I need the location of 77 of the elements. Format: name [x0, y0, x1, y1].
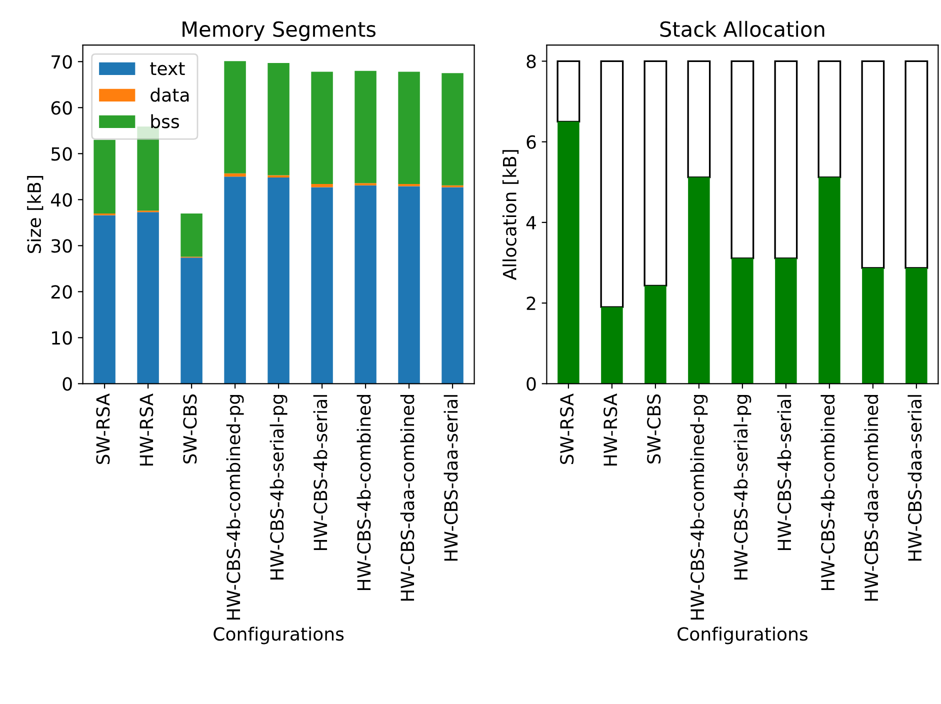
bar	[906, 268, 928, 384]
x-tick-label: HW-CBS-4b-serial	[313, 395, 328, 550]
bar	[354, 185, 376, 384]
x-tick-label: HW-CBS-4b-combined	[356, 395, 371, 590]
bar	[862, 268, 884, 384]
bar	[644, 60, 668, 287]
bar	[224, 61, 246, 174]
y-tick-label: 70	[52, 55, 72, 69]
bar	[556, 60, 580, 122]
x-tick-label: SW-RSA	[96, 394, 110, 464]
chart-title: Memory Segments	[182, 21, 376, 42]
bar	[601, 307, 623, 384]
bar	[94, 140, 116, 214]
bar	[442, 187, 464, 384]
bar	[94, 215, 116, 384]
bar	[818, 177, 840, 384]
x-tick-label: HW-CBS-4b-combined-pg	[690, 395, 708, 620]
bar	[398, 72, 420, 184]
x-tick-label: HW-CBS-4b-combined-pg	[226, 395, 244, 620]
bar	[224, 176, 246, 384]
y-tick-label: 8	[526, 54, 536, 68]
bar	[861, 60, 885, 269]
bar	[180, 213, 202, 257]
bar	[732, 258, 754, 384]
y-tick-label: 30	[51, 239, 72, 253]
bar	[818, 60, 842, 178]
bar	[268, 63, 290, 176]
x-axis-title: Configurations	[214, 626, 344, 644]
x-tick-label: HW-RSA	[604, 394, 618, 466]
bar	[730, 60, 754, 260]
bar	[558, 122, 580, 384]
bar	[224, 173, 246, 177]
y-tick-label: 50	[52, 147, 72, 161]
bar	[644, 286, 666, 384]
x-tick-label: HW-RSA	[140, 394, 154, 466]
bar	[311, 184, 333, 188]
x-tick-label: SW-CBS	[183, 394, 197, 464]
x-tick-label: HW-CBS-4b-serial	[777, 395, 792, 550]
x-tick-label: HW-CBS-daa-serial	[444, 395, 458, 561]
y-tick-label: 6	[526, 135, 536, 149]
y-tick-label: 4	[526, 216, 536, 230]
bar	[180, 258, 202, 384]
y-tick-label: 10	[52, 331, 72, 345]
bar	[311, 187, 333, 384]
y-axis-title: Size [kB]	[27, 176, 44, 254]
bar	[311, 72, 333, 184]
bar	[904, 60, 928, 269]
bar	[442, 73, 464, 186]
bar	[775, 258, 797, 384]
bar	[774, 60, 798, 260]
bar	[268, 178, 290, 384]
y-tick-label: 40	[50, 193, 72, 207]
y-tick-label: 2	[526, 296, 536, 310]
chart-title: Stack Allocation	[660, 20, 824, 38]
legend-label: data	[150, 88, 189, 102]
bar	[687, 60, 711, 178]
y-tick-label: 0	[526, 377, 536, 391]
bar	[688, 177, 710, 384]
x-tick-label: HW-CBS-4b-serial-pg	[270, 395, 288, 580]
x-tick-label: SW-RSA	[560, 394, 574, 464]
x-tick-label: HW-CBS-4b-serial-pg	[734, 395, 752, 580]
x-axis-title: Configurations	[678, 626, 808, 644]
y-tick-label: 20	[51, 285, 72, 299]
x-tick-label: SW-CBS	[647, 394, 661, 464]
y-axis-title: Allocation [kB]	[502, 150, 519, 280]
y-tick-label: 60	[51, 101, 72, 115]
bar	[137, 212, 159, 384]
x-tick-label: HW-CBS-daa-serial	[908, 395, 922, 561]
x-tick-label: HW-CBS-daa-combined	[864, 395, 878, 601]
bar	[600, 60, 624, 308]
legend-label: text	[150, 62, 185, 76]
y-tick-label: 0	[62, 377, 72, 391]
bar	[354, 70, 376, 184]
x-tick-label: HW-CBS-4b-combined	[820, 395, 835, 590]
x-tick-label: HW-CBS-daa-combined	[400, 395, 414, 601]
bar	[398, 186, 420, 384]
legend-label: bss	[151, 114, 180, 128]
